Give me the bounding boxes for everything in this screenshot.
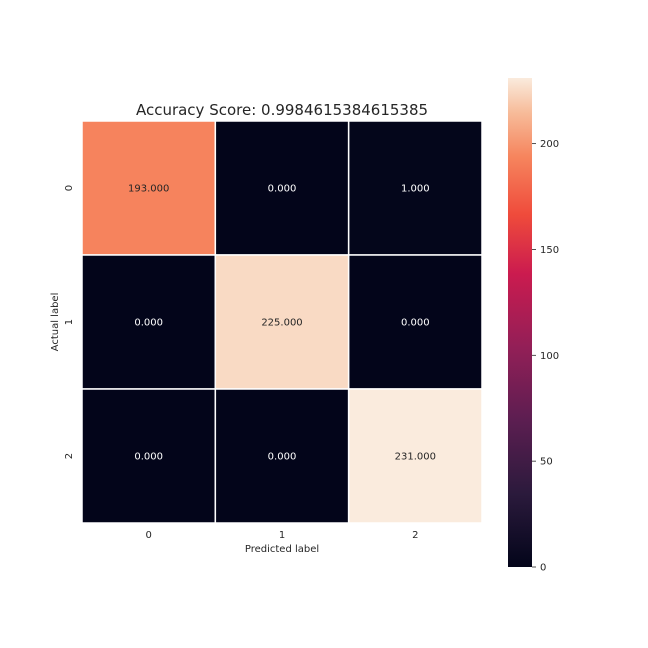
colorbar-tick-label: 150: [540, 245, 559, 256]
cell-value-label: 0.000: [134, 318, 163, 329]
chart-title: Accuracy Score: 0.9984615384615385: [136, 101, 428, 119]
y-tick-label: 2: [64, 453, 75, 459]
heatmap-cell: [347, 254, 483, 390]
y-tick-label: 1: [64, 319, 75, 325]
colorbar-tick-label: 200: [540, 139, 559, 150]
heatmap-cell: [347, 120, 483, 256]
heatmap-cell: [81, 120, 217, 256]
y-axis-label: Actual label: [50, 293, 61, 352]
x-tick-label: 2: [412, 530, 418, 541]
colorbar-tick-label: 100: [540, 351, 559, 362]
colorbar-ticks: 0 50 100 150 200: [532, 139, 559, 574]
cell-value-label: 0.000: [401, 318, 430, 329]
heatmap-cell: [214, 254, 350, 390]
cell-value-label: 0.000: [134, 452, 163, 463]
heatmap-cell: [347, 388, 483, 524]
cell-value-label: 193.000: [128, 184, 169, 195]
colorbar: [508, 78, 532, 567]
cell-value-label: 0.000: [268, 184, 297, 195]
heatmap-cell: [214, 120, 350, 256]
x-axis-label: Predicted label: [245, 544, 319, 555]
heatmap-cells: 193.000 0.000 1.000 0.000 225.000 0.000 0.000 0…: [81, 120, 483, 524]
y-tick-label: 0: [64, 185, 75, 191]
colorbar-tick-label: 0: [540, 563, 546, 574]
cell-value-label: 231.000: [395, 452, 436, 463]
y-axis-ticks: 0 1 2: [64, 185, 75, 459]
cell-value-label: 225.000: [261, 318, 302, 329]
x-tick-label: 0: [145, 530, 151, 541]
x-tick-label: 1: [279, 530, 285, 541]
heatmap-cell: [214, 388, 350, 524]
heatmap-cell: [81, 388, 217, 524]
cell-value-label: 0.000: [268, 452, 297, 463]
heatmap-cell: [81, 254, 217, 390]
x-axis-ticks: 0 1 2: [145, 530, 418, 541]
colorbar-tick-label: 50: [540, 457, 553, 468]
cell-value-label: 1.000: [401, 184, 430, 195]
